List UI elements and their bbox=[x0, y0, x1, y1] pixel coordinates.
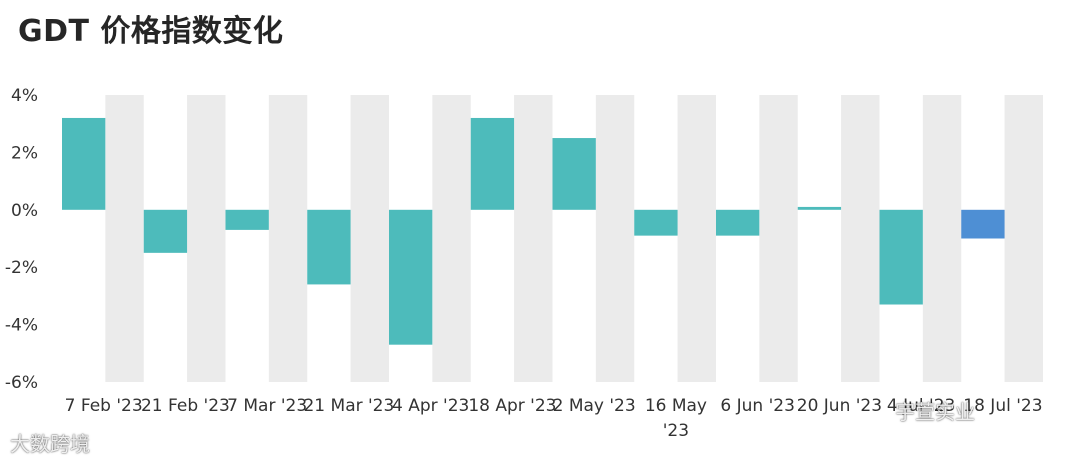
background-band bbox=[105, 95, 144, 382]
y-tick-label: -6% bbox=[5, 373, 38, 393]
bar-8 bbox=[634, 209, 678, 236]
background-band bbox=[595, 95, 635, 382]
background-band bbox=[841, 95, 880, 382]
watermark-left: 大数跨境 bbox=[10, 432, 90, 456]
x-tick-label: 7 Mar '23 bbox=[227, 396, 307, 416]
bar-9 bbox=[716, 209, 760, 236]
background-band bbox=[677, 95, 716, 382]
chart-title: GDT 价格指数变化 bbox=[18, 14, 284, 49]
bar-5 bbox=[389, 209, 433, 345]
x-tick-label: 18 Apr '23 bbox=[468, 396, 556, 416]
background-band bbox=[268, 95, 308, 382]
background-band bbox=[432, 95, 471, 382]
x-tick-label: 21 Feb '23 bbox=[141, 396, 230, 416]
bar-11 bbox=[879, 209, 923, 305]
background-band bbox=[759, 95, 798, 382]
x-tick-label: 16 May bbox=[645, 396, 707, 416]
background-band bbox=[922, 95, 962, 382]
bar-7 bbox=[552, 138, 596, 210]
watermark-right: 宇萱实业 bbox=[895, 400, 975, 424]
background-band bbox=[350, 95, 389, 382]
x-tick-label-line2: '23 bbox=[663, 421, 689, 441]
x-tick-label: 7 Feb '23 bbox=[65, 396, 143, 416]
background-band bbox=[187, 95, 226, 382]
bar-2 bbox=[143, 209, 188, 253]
y-tick-label: -2% bbox=[5, 258, 38, 278]
x-tick-label: 2 May '23 bbox=[553, 396, 636, 416]
bar-12 bbox=[961, 209, 1005, 239]
bar-6 bbox=[470, 117, 515, 210]
y-tick-label: 2% bbox=[11, 143, 38, 163]
y-tick-label: -4% bbox=[5, 316, 38, 336]
x-tick-label: 6 Jun '23 bbox=[720, 396, 795, 416]
bar-4 bbox=[307, 209, 351, 285]
bar-10 bbox=[797, 206, 842, 210]
background-band bbox=[1004, 95, 1043, 382]
bar-1 bbox=[62, 117, 106, 210]
y-tick-label: 0% bbox=[11, 201, 38, 221]
bar-3 bbox=[225, 209, 269, 230]
x-tick-label: 18 Jul '23 bbox=[963, 396, 1042, 416]
x-tick-label: 20 Jun '23 bbox=[797, 396, 882, 416]
x-tick-label: 21 Mar '23 bbox=[303, 396, 394, 416]
x-tick-label: 4 Jul '23 bbox=[887, 396, 955, 416]
background-band bbox=[514, 95, 553, 382]
y-tick-label: 4% bbox=[11, 86, 38, 106]
x-tick-label: 4 Apr '23 bbox=[392, 396, 469, 416]
